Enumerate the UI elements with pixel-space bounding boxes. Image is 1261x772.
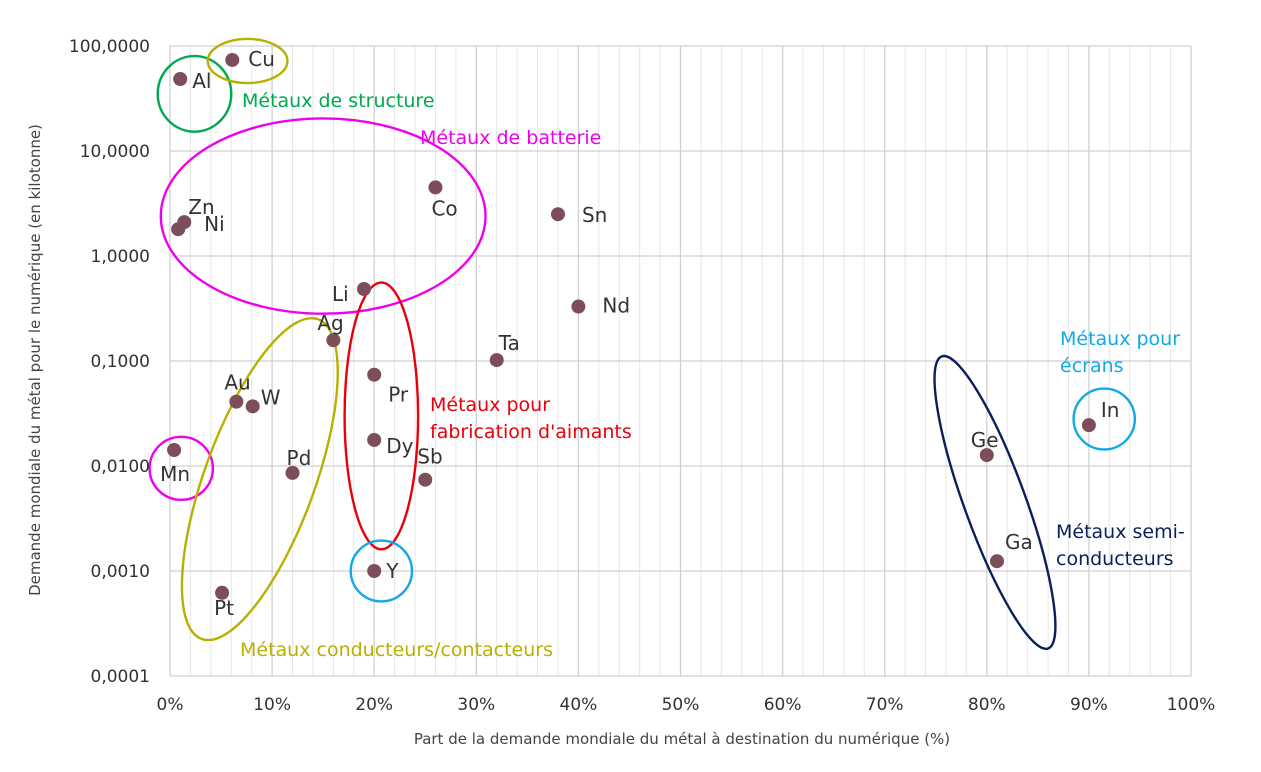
axis-ticks: 0% 10% 20% 30% 40% 50% 60% 70% 80% 90% 100% 0,0001 0…	[69, 37, 1215, 715]
x-tick-label: 0%	[157, 695, 184, 715]
data-point-Mn	[167, 443, 182, 458]
data-point-Co	[428, 180, 443, 195]
point-label: Pd	[287, 446, 312, 470]
group-ellipse-aimants	[343, 281, 420, 551]
point-label: Ga	[1005, 530, 1033, 554]
point-label: Zn	[188, 195, 214, 219]
x-tick-label: 90%	[1070, 695, 1108, 715]
y-tick-label: 10,0000	[80, 142, 150, 162]
data-point-Li	[356, 281, 371, 296]
group-ellipse-semi	[933, 354, 1057, 651]
x-axis-label: Part de la demande mondiale du métal à d…	[414, 730, 950, 748]
data-point-Al	[173, 71, 188, 86]
annotations: Métaux de structure Métaux de batterie Mét…	[240, 90, 1185, 661]
x-tick-label: 100%	[1167, 695, 1216, 715]
y-tick-label: 0,0001	[91, 667, 150, 687]
point-label: Ag	[317, 311, 343, 335]
annotation-ecrans: Métaux pour	[1060, 328, 1180, 350]
grid	[169, 45, 1192, 677]
x-tick-label: 70%	[866, 695, 904, 715]
x-tick-label: 60%	[764, 695, 802, 715]
group-ellipse-conducteurs	[206, 37, 289, 85]
y-tick-label: 1,0000	[91, 247, 150, 267]
point-label: Li	[332, 282, 349, 306]
x-tick-label: 10%	[253, 695, 291, 715]
group-ellipse-conducteurs	[349, 539, 414, 603]
annotation-aimants: Métaux pour	[430, 394, 550, 416]
data-point-Sn	[550, 207, 565, 222]
point-label: Sn	[582, 203, 607, 227]
data-point-Pt	[215, 585, 230, 600]
group-ellipse-ecrans	[1072, 387, 1137, 451]
data-point-Sb	[418, 472, 433, 487]
point-label: Ta	[498, 331, 520, 355]
annotation-semi: Métaux semi-	[1056, 521, 1185, 543]
data-point-Ta	[489, 353, 504, 368]
data-point-Nd	[571, 299, 586, 314]
y-tick-label: 100,0000	[69, 37, 150, 57]
y-tick-label: 0,0010	[91, 562, 150, 582]
x-tick-label: 20%	[355, 695, 393, 715]
annotation-aimants: fabrication d'aimants	[430, 421, 632, 443]
y-tick-label: 0,1000	[91, 352, 150, 372]
point-label: Sb	[417, 445, 442, 469]
group-ellipses	[148, 37, 1137, 651]
data-point-Ge	[979, 448, 994, 463]
point-label: Pr	[388, 383, 409, 407]
point-label: Al	[192, 69, 211, 93]
data-point-Au	[229, 394, 244, 409]
x-tick-label: 40%	[560, 695, 598, 715]
point-label: In	[1101, 398, 1120, 422]
annotation-batterie: Métaux de batterie	[420, 127, 601, 149]
annotation-structure: Métaux de structure	[242, 90, 435, 112]
point-label: Ge	[971, 428, 999, 452]
point-label: Au	[224, 371, 250, 395]
y-tick-label: 0,0100	[91, 457, 150, 477]
data-point-Dy	[367, 432, 382, 447]
x-tick-label: 30%	[457, 695, 495, 715]
point-label: Cu	[248, 47, 275, 71]
data-point-Ga	[990, 554, 1005, 569]
data-point-In	[1081, 418, 1096, 433]
data-point-Pd	[285, 465, 300, 480]
data-point-Y	[367, 564, 382, 578]
x-tick-label: 80%	[968, 695, 1006, 715]
point-label: Y	[385, 559, 399, 583]
annotation-conducteurs: Métaux conducteurs/contacteurs	[240, 639, 553, 661]
data-point-Ag	[326, 333, 341, 348]
x-tick-label: 50%	[662, 695, 700, 715]
point-label: Nd	[602, 294, 630, 318]
point-label: Dy	[386, 434, 413, 458]
annotation-semi: conducteurs	[1056, 548, 1174, 570]
data-point-Ni	[171, 222, 186, 237]
point-label: Mn	[160, 462, 190, 486]
point-label: W	[261, 385, 281, 409]
data-point-Pr	[367, 367, 382, 382]
group-ellipse-conducteurs	[180, 316, 339, 642]
point-label: Pt	[214, 596, 234, 620]
point-label: Co	[431, 196, 457, 220]
group-ellipse-batterie	[159, 117, 487, 315]
y-axis-label: Demande mondiale du métal pour le numéri…	[26, 124, 44, 596]
data-point-Cu	[225, 52, 240, 67]
point-label: Ni	[204, 212, 225, 236]
annotation-ecrans: écrans	[1060, 355, 1124, 377]
group-ellipse-structure	[156, 54, 233, 133]
group-ellipse-conducteurs	[148, 435, 215, 502]
data-point-W	[245, 399, 260, 414]
